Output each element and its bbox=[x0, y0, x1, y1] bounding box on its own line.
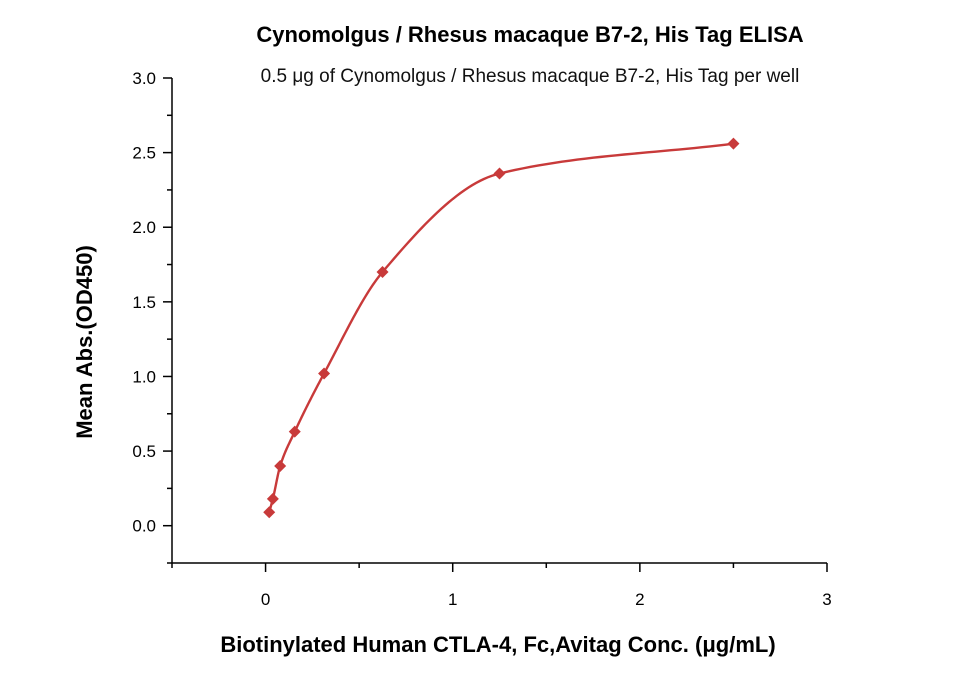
y-tick-label: 0.0 bbox=[132, 517, 156, 536]
y-tick-label: 0.5 bbox=[132, 442, 156, 461]
data-point bbox=[376, 266, 389, 278]
y-tick-label: 1.0 bbox=[132, 367, 156, 386]
x-tick-label: 0 bbox=[261, 590, 270, 609]
data-point bbox=[727, 137, 740, 150]
data-point bbox=[288, 425, 301, 438]
y-tick-label: 2.0 bbox=[132, 218, 156, 237]
y-tick-label: 3.0 bbox=[132, 69, 156, 88]
y-tick-label: 1.5 bbox=[132, 293, 156, 312]
chart-subtitle: 0.5 μg of Cynomolgus / Rhesus macaque B7… bbox=[261, 66, 800, 87]
y-axis-ticks: 0.0 0.5 1.0 1.5 2.0 2.5 3.0 bbox=[132, 69, 172, 564]
x-tick-label: 1 bbox=[448, 590, 457, 609]
x-axis-ticks: 0 1 2 3 bbox=[171, 563, 832, 609]
axes bbox=[171, 78, 827, 564]
data-point bbox=[493, 167, 506, 180]
data-point bbox=[274, 460, 287, 472]
y-tick-label: 2.5 bbox=[132, 144, 156, 163]
data-point bbox=[266, 492, 279, 505]
data-point bbox=[263, 506, 276, 519]
chart-title: Cynomolgus / Rhesus macaque B7-2, His Ta… bbox=[256, 22, 803, 47]
fit-curve bbox=[268, 142, 734, 513]
x-tick-label: 3 bbox=[822, 590, 831, 609]
data-points bbox=[263, 137, 740, 519]
x-tick-label: 2 bbox=[635, 590, 644, 609]
data-point bbox=[318, 367, 331, 380]
y-axis-label: Mean Abs.(OD450) bbox=[72, 245, 97, 439]
x-axis-label: Biotinylated Human CTLA-4, Fc,Avitag Con… bbox=[220, 632, 775, 657]
